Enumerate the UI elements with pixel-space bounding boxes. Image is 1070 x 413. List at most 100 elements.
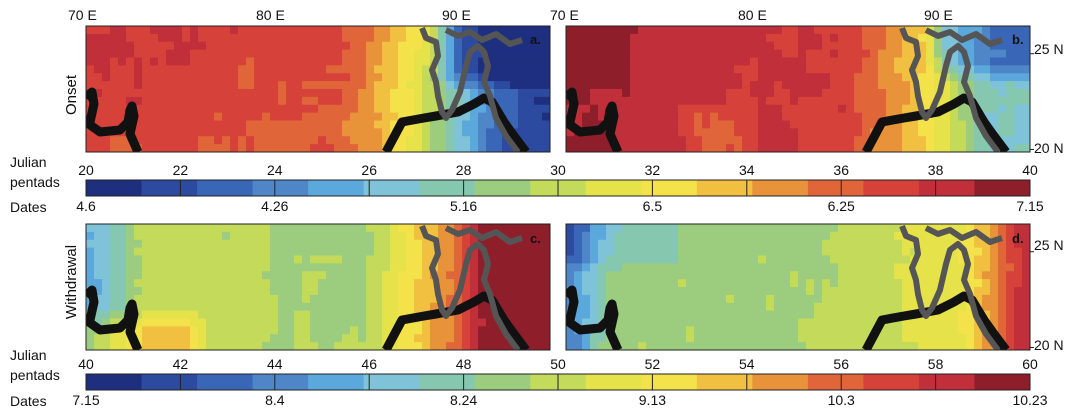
map-cell	[110, 104, 119, 114]
map-cell	[294, 247, 303, 257]
map-cell	[198, 287, 207, 296]
map-cell	[902, 57, 911, 66]
map-cell	[254, 342, 263, 350]
map-cell	[694, 224, 703, 233]
map-cell	[598, 26, 607, 35]
map-cell	[614, 255, 623, 264]
map-cell	[822, 287, 831, 296]
map-cell	[790, 279, 799, 288]
map-cell	[726, 302, 735, 312]
map-cell	[798, 310, 807, 320]
map-cell	[470, 255, 479, 264]
map-cell	[102, 120, 111, 129]
map-cell	[1014, 81, 1023, 90]
map-cell	[814, 120, 823, 129]
map-cell	[662, 96, 671, 106]
map-cell	[782, 144, 791, 152]
map-cell	[214, 334, 223, 343]
map-cell	[294, 239, 303, 249]
map-cell	[726, 326, 735, 335]
map-cell	[342, 334, 351, 343]
map-cell	[262, 65, 271, 74]
map-cell	[158, 120, 167, 129]
map-cell	[782, 73, 791, 82]
map-cell	[358, 57, 367, 66]
map-cell	[1022, 224, 1030, 233]
map-cell	[638, 231, 647, 241]
map-cell	[846, 294, 855, 304]
map-cell	[222, 136, 231, 145]
map-cell	[582, 310, 591, 320]
map-cell	[966, 26, 975, 35]
map-cell	[646, 279, 655, 288]
map-cell	[894, 263, 903, 272]
map-cell	[414, 49, 423, 59]
map-cell	[670, 255, 679, 264]
map-cell	[326, 89, 335, 98]
map-cell	[406, 33, 415, 43]
map-cell	[382, 318, 391, 327]
map-cell	[726, 57, 735, 66]
map-cell	[998, 239, 1007, 249]
map-cell	[566, 255, 575, 264]
colorbar-tick-label: 60	[1022, 356, 1038, 372]
map-cell	[662, 136, 671, 145]
map-cell	[326, 112, 335, 122]
map-cell	[510, 65, 519, 74]
map-cell	[854, 104, 863, 114]
map-cell	[694, 81, 703, 90]
map-cell	[854, 334, 863, 343]
map-cell	[726, 231, 735, 241]
map-cell	[878, 65, 887, 74]
map-cell	[694, 294, 703, 304]
map-cell	[694, 247, 703, 257]
map-cell	[822, 334, 831, 343]
map-cell	[686, 73, 695, 82]
map-cell	[526, 144, 535, 152]
map-cell	[974, 49, 983, 59]
map-cell	[126, 247, 135, 257]
map-cell	[686, 302, 695, 312]
map-cell	[246, 49, 255, 59]
map-cell	[446, 263, 455, 272]
map-cell	[262, 120, 271, 129]
map-cell	[470, 144, 479, 152]
map-cell	[182, 73, 191, 82]
map-cell	[302, 120, 311, 129]
map-cell	[990, 271, 999, 280]
map-cell	[1014, 104, 1023, 114]
map-cell	[454, 310, 463, 320]
map-cell	[142, 57, 151, 66]
map-cell	[294, 81, 303, 90]
map-cell	[382, 57, 391, 66]
map-cell	[718, 41, 727, 51]
map-cell	[694, 128, 703, 137]
map-cell	[750, 231, 759, 241]
map-cell	[678, 104, 687, 114]
map-cell	[310, 310, 319, 320]
map-cell	[110, 49, 119, 59]
map-cell	[246, 41, 255, 51]
map-cell	[854, 128, 863, 137]
map-cell	[134, 128, 143, 137]
map-cell	[1006, 231, 1015, 241]
map-cell	[94, 239, 103, 249]
map-cell	[638, 89, 647, 98]
map-cell	[566, 247, 575, 257]
map-cell	[950, 342, 959, 350]
map-cell	[254, 41, 263, 51]
map-cell	[702, 33, 711, 43]
colorbar-date-label: 10.3	[828, 392, 855, 408]
map-cell	[518, 81, 527, 90]
map-cell	[198, 144, 207, 152]
map-cell	[94, 136, 103, 145]
map-cell	[526, 294, 535, 304]
map-cell	[510, 302, 519, 312]
map-cell	[422, 65, 431, 74]
map-cell	[278, 112, 287, 122]
map-cell	[838, 263, 847, 272]
map-cell	[374, 128, 383, 137]
map-cell	[182, 57, 191, 66]
map-cell	[222, 231, 231, 241]
map-cell	[598, 302, 607, 312]
